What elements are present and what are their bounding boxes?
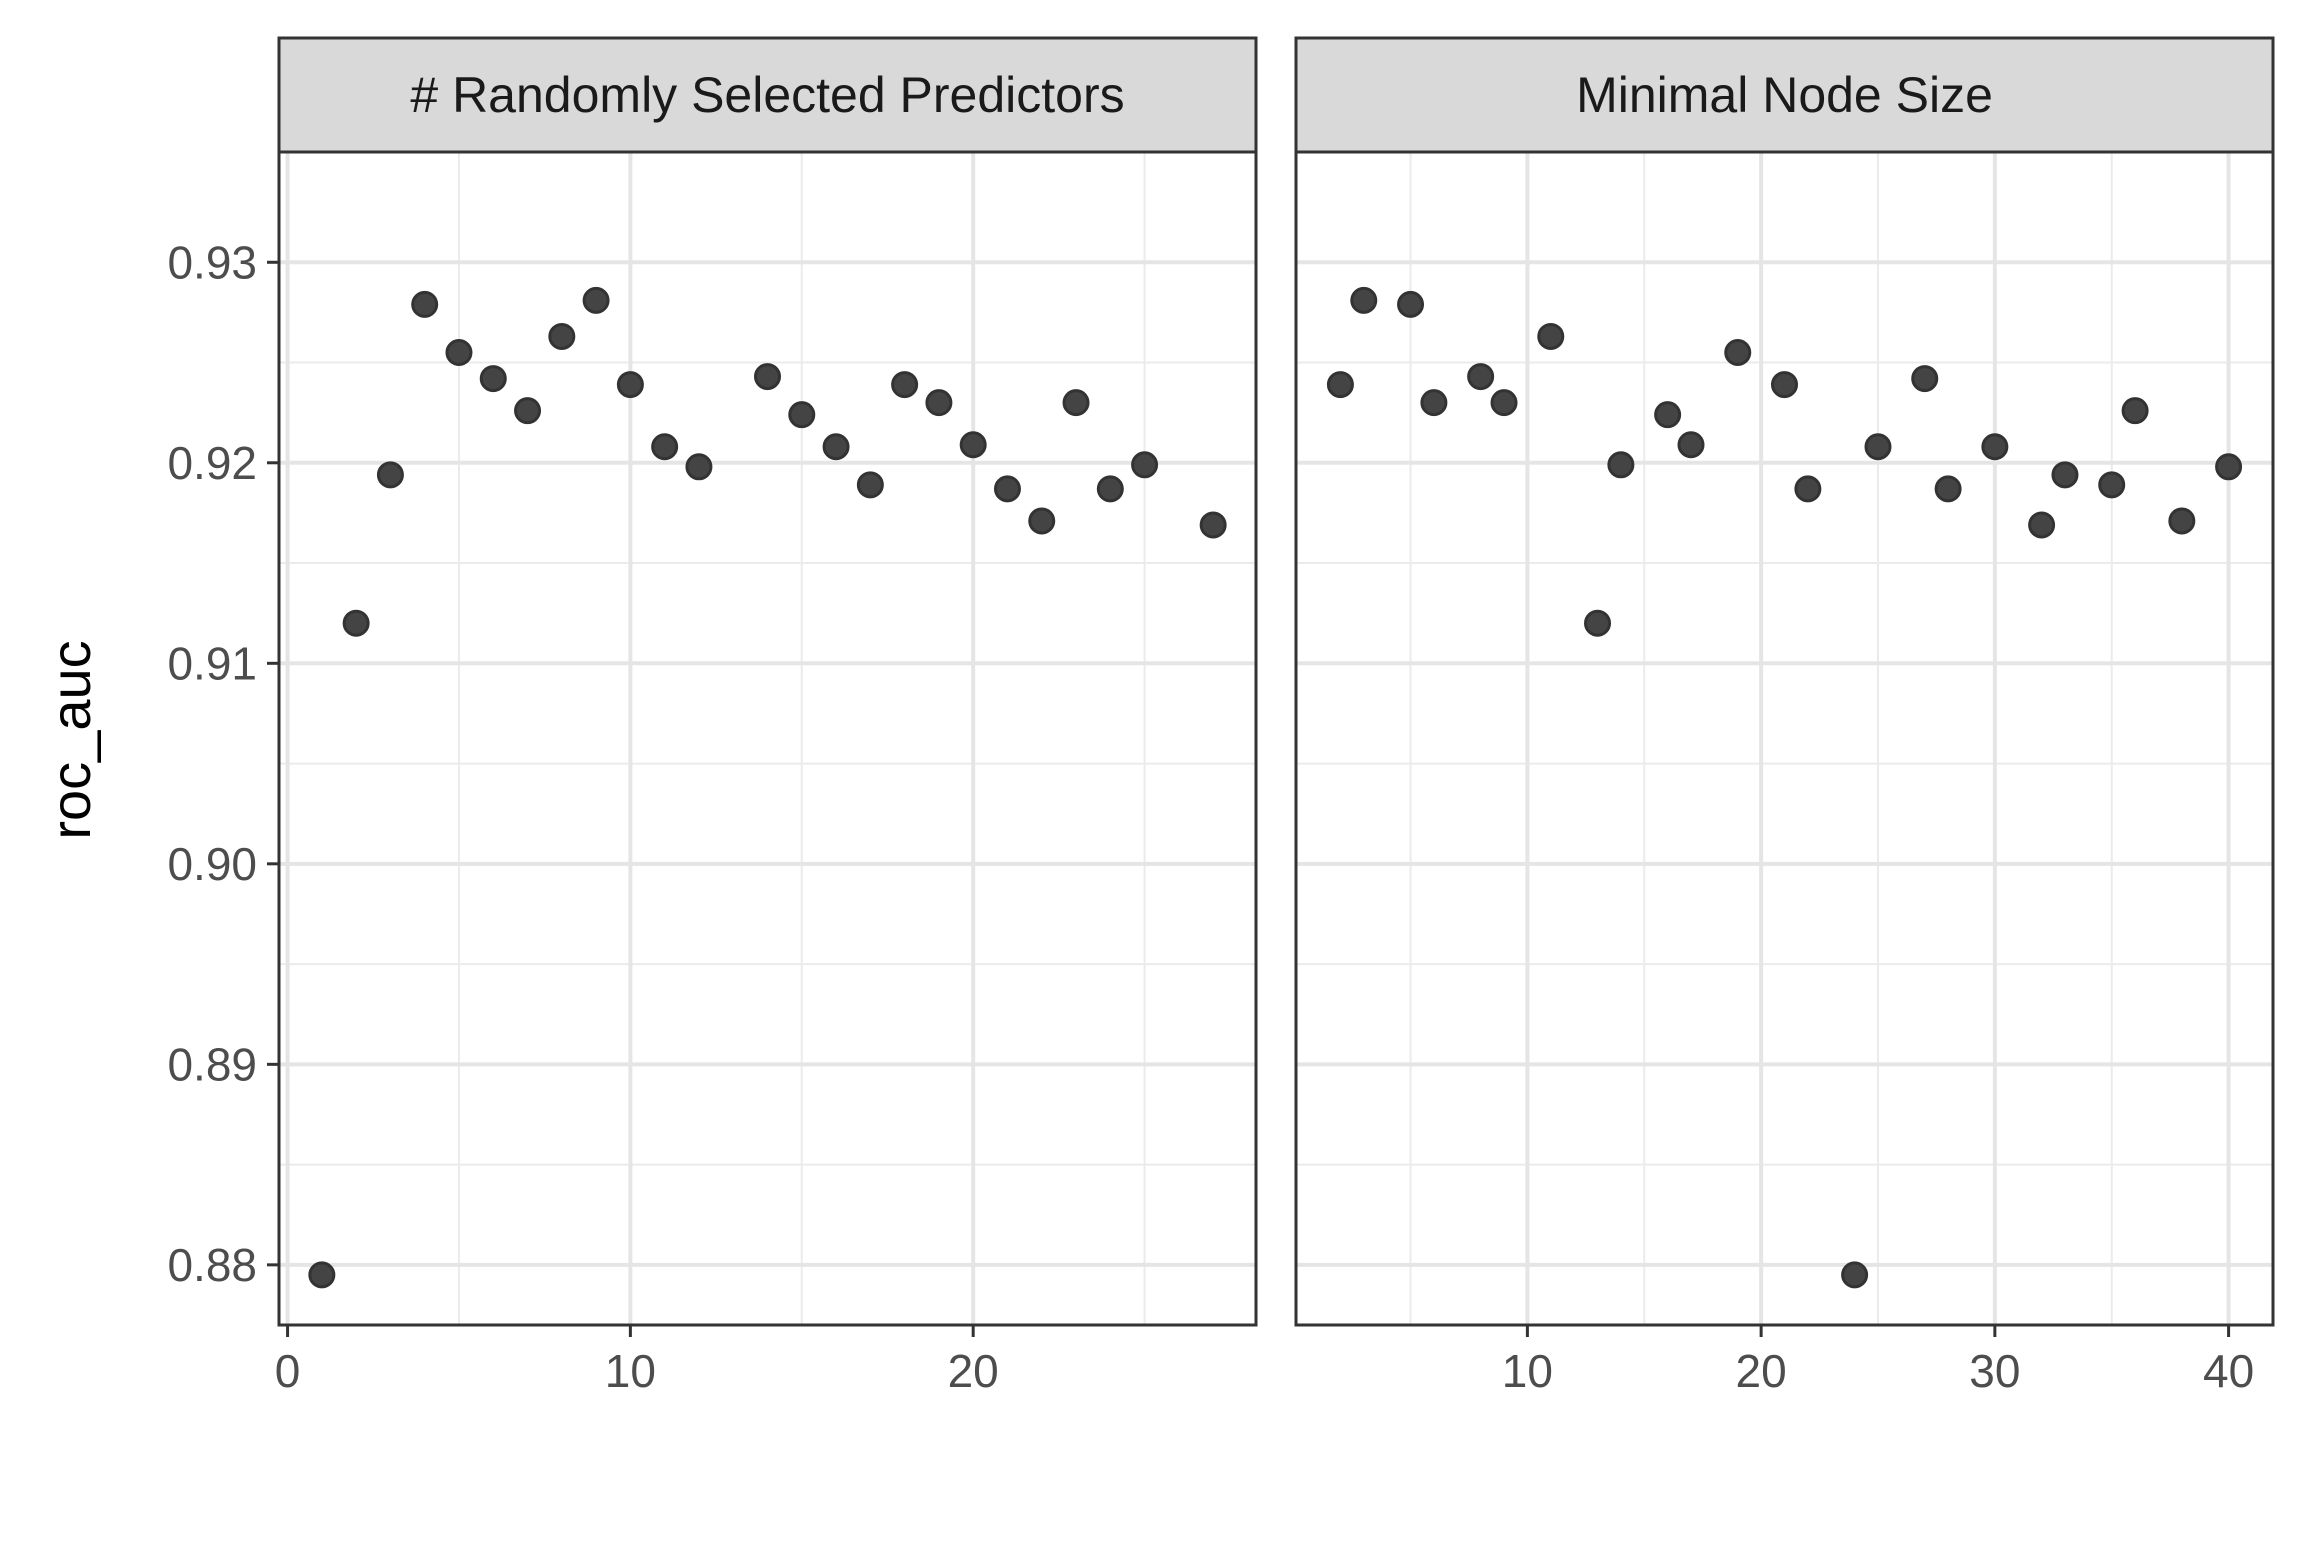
data-point — [651, 433, 679, 461]
data-point — [411, 290, 439, 318]
data-point — [822, 433, 850, 461]
data-point — [1864, 433, 1892, 461]
data-point — [1096, 475, 1124, 503]
data-point — [1397, 290, 1425, 318]
y-tick-label: 0.91 — [167, 637, 257, 689]
x-tick-label: 10 — [605, 1345, 656, 1397]
data-point — [1537, 322, 1565, 350]
panel-1: # Randomly Selected Predictors 0 10 20 0.88 0… — [167, 36, 1258, 1397]
data-point — [2028, 511, 2056, 539]
y-axis-title: roc_auc — [39, 640, 102, 839]
panel-background — [1296, 152, 2273, 1325]
data-point — [788, 401, 816, 429]
y-tick-label: 0.93 — [167, 236, 257, 288]
data-point — [514, 397, 542, 425]
data-point — [308, 1261, 336, 1289]
data-point — [1490, 389, 1518, 417]
y-tick-label: 0.90 — [167, 838, 257, 890]
panel-2: Minimal Node Size 10 20 30 40 — [1294, 36, 2275, 1397]
data-point — [1467, 363, 1495, 391]
strip-background — [277, 36, 1258, 154]
data-point — [1607, 451, 1635, 479]
data-point — [376, 461, 404, 489]
data-point — [925, 389, 953, 417]
panel-border — [277, 150, 1258, 1327]
data-point — [342, 609, 370, 637]
data-point — [1771, 371, 1798, 399]
data-point — [1841, 1261, 1869, 1289]
y-tick-label: 0.92 — [167, 437, 257, 489]
data-point — [1794, 475, 1822, 503]
x-tick-label: 10 — [1502, 1345, 1553, 1397]
data-point — [445, 339, 473, 367]
y-tick-label: 0.88 — [167, 1239, 257, 1291]
data-point — [959, 431, 987, 459]
panel-background — [279, 152, 1256, 1325]
data-point — [1062, 389, 1090, 417]
data-point — [891, 371, 919, 399]
data-point — [685, 453, 713, 481]
data-point — [1199, 511, 1227, 539]
data-point — [1677, 431, 1705, 459]
data-point — [616, 371, 644, 399]
data-point — [754, 363, 781, 391]
data-point — [2051, 461, 2079, 489]
data-point — [2121, 397, 2149, 425]
data-point — [548, 322, 576, 350]
x-tick-label: 20 — [1736, 1345, 1787, 1397]
data-point — [1420, 389, 1448, 417]
data-point — [1981, 433, 2009, 461]
strip-background — [1294, 36, 2275, 154]
data-point — [2215, 453, 2243, 481]
data-point — [479, 365, 507, 393]
data-point — [993, 475, 1021, 503]
strip-label: Minimal Node Size — [1576, 67, 1993, 123]
data-point — [2168, 507, 2196, 535]
data-point — [1911, 365, 1939, 393]
data-point — [856, 471, 884, 499]
data-point — [2098, 471, 2126, 499]
data-point — [1028, 507, 1056, 535]
data-point — [1350, 286, 1378, 314]
x-tick-label: 20 — [948, 1345, 999, 1397]
x-tick-label: 0 — [275, 1345, 301, 1397]
x-tick-label: 30 — [1969, 1345, 2020, 1397]
data-point — [1724, 339, 1752, 367]
data-point — [1934, 475, 1962, 503]
data-point — [1131, 451, 1159, 479]
data-point — [1326, 371, 1354, 399]
data-point — [582, 286, 610, 314]
data-point — [1654, 401, 1682, 429]
strip-label: # Randomly Selected Predictors — [410, 67, 1124, 123]
data-point — [1584, 609, 1612, 637]
y-tick-label: 0.89 — [167, 1038, 257, 1090]
panel-border — [1294, 150, 2275, 1327]
panels-layer: # Randomly Selected Predictors 0 10 20 0.88 0… — [167, 36, 2275, 1397]
x-tick-label: 40 — [2203, 1345, 2254, 1397]
